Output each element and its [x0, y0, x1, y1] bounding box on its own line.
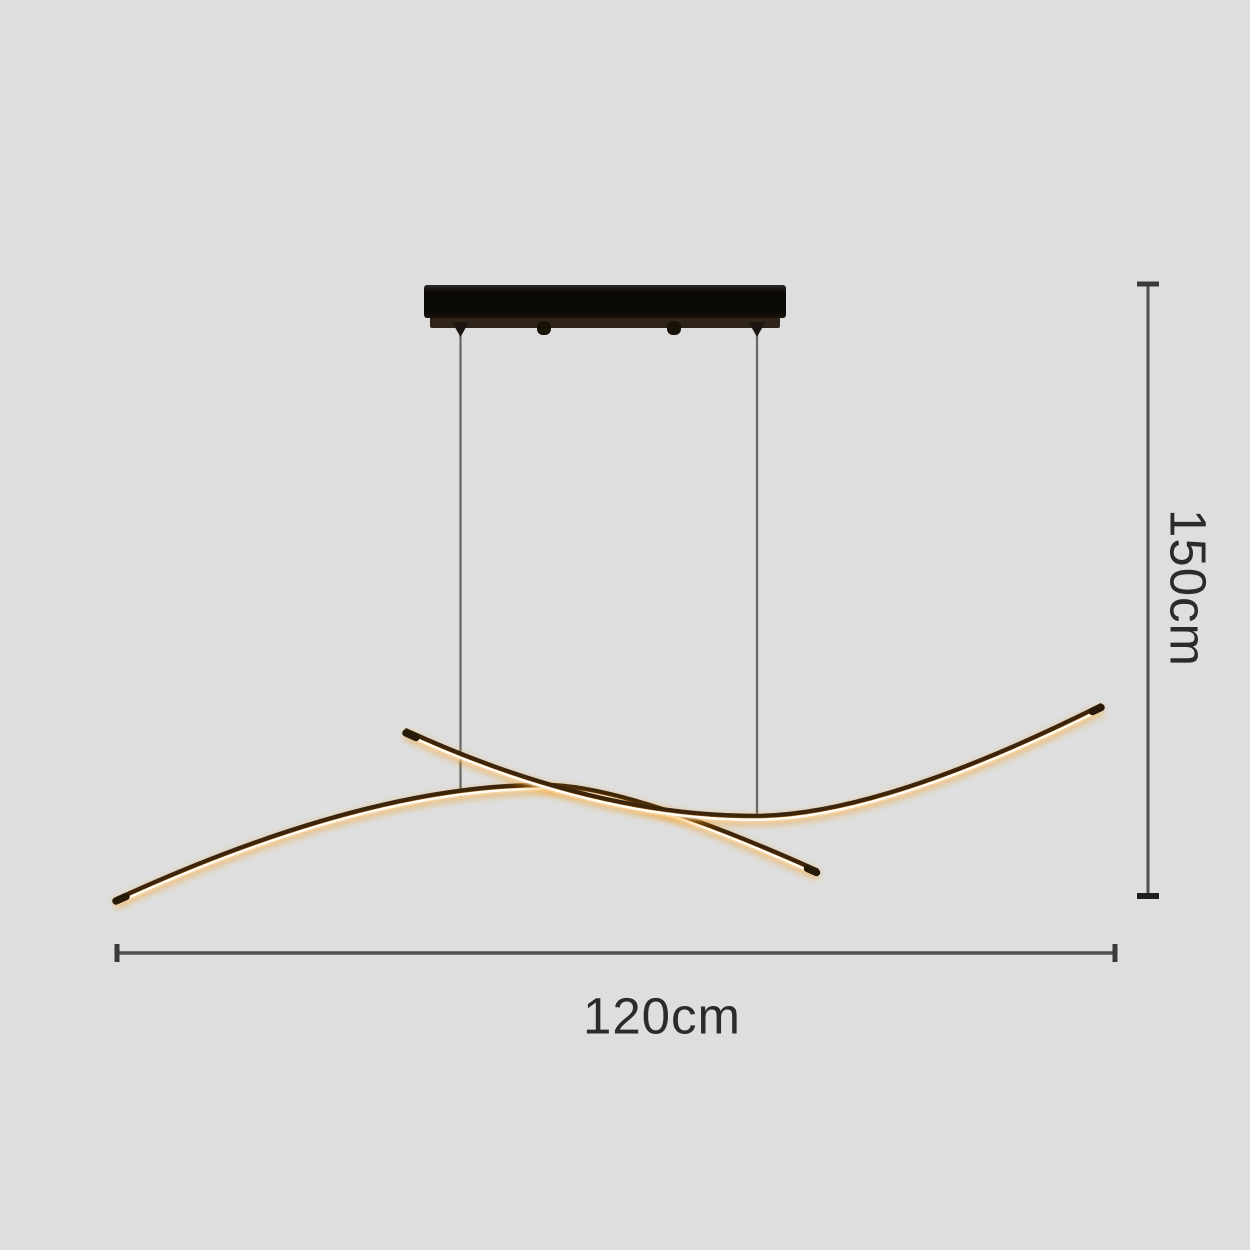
height-dimension-line	[1137, 281, 1159, 899]
rod-end-caps	[112, 864, 821, 905]
height-dimension-label: 150cm	[1160, 509, 1217, 667]
ceiling-canopy	[424, 285, 786, 337]
canopy-screw-left	[537, 321, 551, 335]
width-dimension-label: 120cm	[583, 988, 741, 1045]
canopy-screw-right	[667, 321, 681, 335]
canopy-bar	[424, 285, 786, 318]
rod-end-caps	[402, 703, 1105, 742]
width-dimension-line	[114, 944, 1118, 962]
suspension-wires	[459, 326, 759, 816]
led-rod-lower	[115, 785, 818, 905]
wire-connector-right	[748, 322, 766, 337]
led-rod-upper	[405, 705, 1102, 821]
wire-connector-left	[452, 322, 469, 337]
